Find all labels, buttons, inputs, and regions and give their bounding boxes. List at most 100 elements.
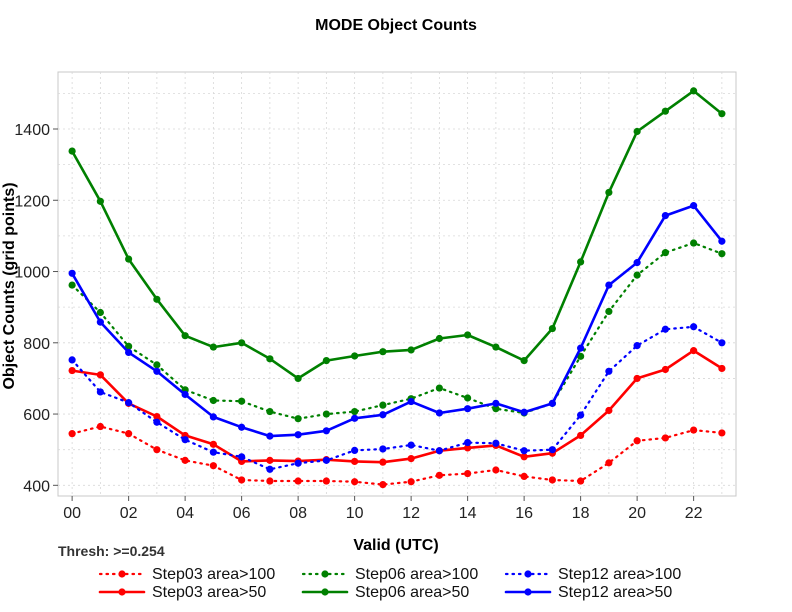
data-point [125, 342, 133, 350]
data-point [605, 281, 613, 289]
data-point [68, 281, 76, 289]
data-point [464, 469, 472, 478]
x-tick-label: 06 [233, 505, 251, 522]
data-point [153, 295, 161, 303]
data-point [464, 444, 472, 452]
x-tick-label: 16 [515, 505, 533, 522]
data-point [690, 239, 698, 247]
data-point [294, 431, 302, 439]
data-point [605, 406, 613, 415]
data-point [407, 478, 415, 486]
data-point [153, 418, 161, 426]
data-point [238, 397, 246, 405]
data-point [605, 188, 613, 197]
data-point [209, 448, 217, 456]
y-axis-ticks: 400 600 800 1000 1200 1400 [14, 122, 58, 495]
legend-label: Step06 area>50 [355, 584, 469, 601]
data-point [661, 211, 669, 220]
data-point [548, 476, 556, 484]
data-point [125, 430, 133, 438]
x-axis-label: Valid (UTC) [353, 537, 438, 554]
data-point [379, 458, 387, 466]
x-tick-label: 00 [63, 505, 81, 522]
legend-swatch-marker [118, 588, 126, 596]
data-point [577, 344, 585, 352]
series-5 [68, 202, 726, 440]
data-point [605, 307, 613, 316]
data-point [125, 255, 133, 263]
data-point [718, 364, 726, 373]
data-point [181, 390, 189, 399]
legend-swatch-marker [118, 570, 126, 578]
data-point [181, 436, 189, 444]
data-point [266, 407, 274, 416]
x-axis-ticks: 00 02 04 06 08 10 12 14 16 18 20 22 [63, 496, 703, 522]
data-point [690, 87, 698, 95]
data-point [351, 352, 359, 360]
data-point [492, 405, 500, 413]
data-point [407, 454, 415, 463]
data-point [322, 427, 330, 435]
data-point [633, 374, 641, 383]
legend-label: Step12 area>100 [558, 566, 681, 583]
data-point [718, 250, 726, 258]
data-point [322, 410, 330, 418]
data-point [351, 478, 359, 486]
data-point [379, 480, 387, 489]
data-point [238, 423, 246, 431]
y-tick-label: 800 [23, 336, 50, 353]
data-point [690, 323, 698, 331]
data-point [379, 401, 387, 409]
x-tick-label: 04 [176, 505, 194, 522]
data-point [633, 127, 641, 136]
data-point [661, 365, 669, 374]
data-point [153, 361, 161, 369]
data-point [577, 352, 585, 360]
data-point [718, 110, 726, 118]
data-point [548, 399, 556, 407]
data-point [435, 447, 443, 455]
data-point [238, 339, 246, 347]
data-point [125, 399, 133, 407]
data-point [294, 415, 302, 423]
data-point [209, 462, 217, 470]
data-point [492, 466, 500, 474]
x-tick-label: 12 [402, 505, 420, 522]
data-point [266, 432, 274, 440]
data-point [633, 271, 641, 279]
chart-title: MODE Object Counts [315, 17, 477, 34]
x-tick-label: 14 [459, 505, 477, 522]
data-point [68, 430, 76, 438]
data-point [661, 325, 669, 333]
data-point [68, 147, 76, 155]
data-point [577, 477, 585, 485]
x-tick-label: 20 [628, 505, 646, 522]
data-point [464, 394, 472, 402]
series-line [70, 241, 724, 420]
data-point [351, 457, 359, 466]
data-point [294, 477, 302, 485]
legend-label: Step06 area>100 [355, 566, 478, 583]
data-point [520, 447, 528, 455]
series-line [70, 425, 724, 486]
threshold-annotation: Thresh: >=0.254 [58, 543, 165, 559]
data-point [520, 453, 528, 461]
data-point [68, 366, 76, 375]
data-point [209, 413, 217, 421]
data-point [266, 456, 274, 464]
data-point [577, 431, 585, 440]
series-0 [68, 422, 726, 489]
data-point [266, 465, 274, 473]
data-point [690, 202, 698, 210]
data-point [238, 453, 246, 461]
data-point [548, 324, 556, 333]
data-point [379, 411, 387, 419]
data-point [351, 414, 359, 422]
legend-swatch-marker [321, 588, 329, 596]
data-point [322, 456, 330, 464]
data-point [633, 342, 641, 350]
x-tick-label: 18 [572, 505, 590, 522]
legend-swatch-marker [321, 570, 329, 578]
data-point [407, 397, 415, 406]
